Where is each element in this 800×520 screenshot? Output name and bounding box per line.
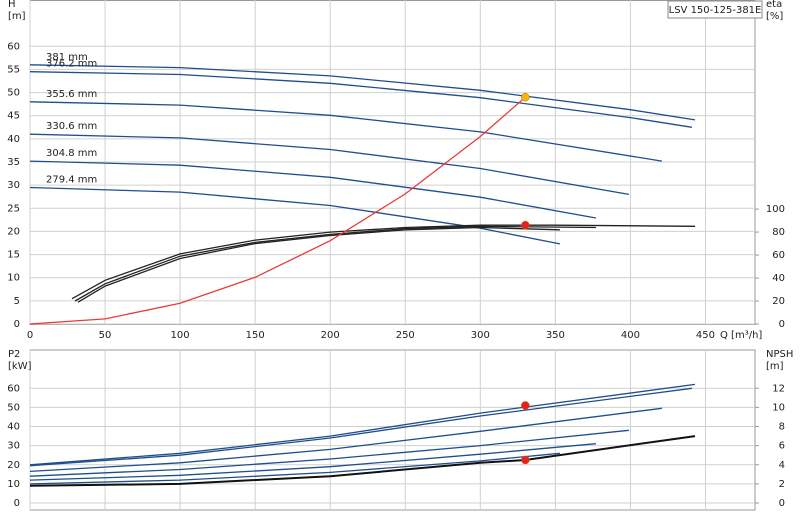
y-tick-label: 55 [7, 64, 20, 75]
y2-tick-label: 100 [766, 204, 785, 215]
curve [29, 452, 560, 485]
x-tick-label: 400 [621, 330, 640, 341]
curve [29, 435, 696, 487]
y-tick-label: 45 [7, 111, 20, 122]
curve [29, 429, 629, 477]
curve [77, 226, 560, 303]
curve-label: 355.6 mm [46, 89, 97, 100]
x-tick-label: 250 [396, 330, 415, 341]
curve-label: 330.6 mm [46, 121, 97, 132]
y2-tick-label: 4 [779, 460, 785, 471]
curve [71, 224, 696, 300]
curve [29, 383, 696, 466]
y2-tick-label: 12 [772, 383, 785, 394]
x-tick-label: 150 [246, 330, 265, 341]
y2-unit: [%] [766, 11, 783, 22]
y2-tick-label: 2 [779, 479, 785, 490]
operating-point [521, 92, 530, 102]
curve [29, 186, 561, 245]
curve [29, 101, 663, 162]
x-tick-label: 200 [321, 330, 340, 341]
title-box [667, 0, 763, 19]
x-tick-label: 0 [27, 330, 33, 341]
curve-label: 381 mm [46, 52, 88, 63]
y-unit: [kW] [8, 361, 32, 372]
curve [29, 387, 693, 467]
y-label: P2 [8, 349, 20, 360]
y-label: H [8, 0, 16, 10]
y-tick-label: 50 [7, 402, 20, 413]
y-tick-label: 40 [7, 422, 20, 433]
curve [29, 96, 526, 325]
x-tick-label: 100 [171, 330, 190, 341]
y-tick-label: 10 [7, 273, 20, 284]
operating-point [521, 455, 530, 465]
curve [29, 64, 696, 121]
x-tick-label: 50 [99, 330, 112, 341]
y-tick-label: 25 [7, 203, 20, 214]
y2-tick-label: 6 [779, 441, 785, 452]
y2-tick-label: 40 [772, 273, 785, 284]
y-tick-label: 40 [7, 134, 20, 145]
y2-tick-label: 8 [779, 422, 785, 433]
y2-tick-label: 0 [779, 498, 785, 509]
y-tick-label: 60 [7, 41, 20, 52]
y2-unit: [m] [766, 361, 784, 372]
y-tick-label: 15 [7, 250, 20, 261]
y-tick-label: 30 [7, 441, 20, 452]
y2-label: NPSH [766, 349, 793, 360]
curve [29, 443, 596, 481]
curve [74, 225, 596, 302]
x-tick-label: 450 [696, 330, 715, 341]
operating-point [521, 220, 530, 230]
x-tick-label: 300 [471, 330, 490, 341]
y-tick-label: 10 [7, 479, 20, 490]
y2-tick-label: 20 [772, 296, 785, 307]
curve [29, 71, 693, 128]
operating-point [521, 401, 530, 410]
y2-label: eta [766, 0, 782, 10]
x-label: Q [m³/h] [720, 330, 762, 341]
y-tick-label: 60 [7, 383, 20, 394]
y2-tick-label: 60 [772, 250, 785, 261]
y-tick-label: 0 [14, 498, 20, 509]
curve [29, 407, 662, 473]
y2-tick-label: 10 [772, 402, 785, 413]
y2-tick-label: 0 [779, 319, 785, 330]
y-tick-label: 35 [7, 157, 20, 168]
y-tick-label: 0 [14, 319, 20, 330]
y-tick-label: 30 [7, 180, 20, 191]
y2-tick-label: 80 [772, 227, 785, 238]
bottom-frame [29, 349, 756, 511]
y-tick-label: 20 [7, 226, 20, 237]
curve-label: 304.8 mm [46, 148, 97, 159]
y-tick-label: 5 [14, 296, 20, 307]
y-unit: [m] [8, 11, 26, 22]
y-tick-label: 50 [7, 88, 20, 99]
curve [29, 133, 630, 196]
curve [29, 160, 597, 219]
x-tick-label: 350 [546, 330, 565, 341]
curve-label: 279.4 mm [46, 174, 97, 185]
y-tick-label: 20 [7, 460, 20, 471]
curve-label: 376.2 mm [46, 59, 97, 70]
chart-title: LSV 150-125-381E [669, 5, 762, 16]
